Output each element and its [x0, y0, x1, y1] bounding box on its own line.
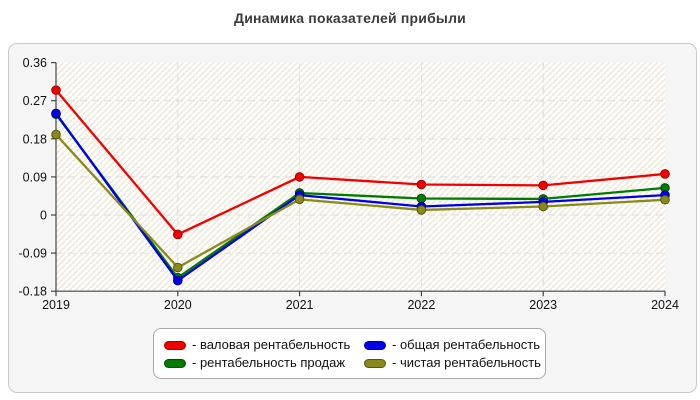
data-point	[660, 169, 670, 179]
data-point	[51, 108, 61, 119]
legend-label: - валовая рентабельность	[192, 337, 351, 352]
data-point	[173, 229, 183, 240]
y-tick-label: 0.18	[23, 132, 47, 146]
x-tick-label: 2020	[164, 298, 192, 312]
data-point	[416, 205, 427, 215]
x-tick-label: 2022	[407, 298, 435, 312]
data-point	[51, 129, 61, 140]
data-point	[416, 193, 427, 204]
x-tick-label: 2019	[42, 298, 70, 312]
data-point	[660, 194, 670, 205]
y-tick-label: -0.18	[19, 285, 48, 299]
data-point	[538, 201, 549, 212]
data-point	[294, 172, 305, 182]
data-point	[51, 85, 61, 95]
y-tick-label: 0	[40, 209, 47, 223]
legend-marker	[364, 358, 386, 368]
legend-item-3: - рентабельность продаж	[164, 355, 356, 371]
legend-marker	[164, 340, 186, 350]
x-tick-label: 2023	[529, 298, 557, 312]
legend-marker	[164, 358, 186, 368]
legend-item-1: - валовая рентабельность	[164, 337, 356, 353]
series-line-рентабельность-продаж	[55, 113, 666, 279]
data-point	[173, 275, 183, 286]
y-tick-label: 0.09	[23, 170, 47, 184]
chart-title: Динамика показателей прибыли	[234, 10, 466, 26]
x-tick-label: 2024	[651, 298, 679, 312]
series-line-чистая-рентабельность	[55, 133, 666, 269]
series-line-валовая-рентабельность	[55, 89, 666, 236]
legend-label: - рентабельность продаж	[192, 355, 346, 370]
y-tick-label: -0.09	[19, 247, 48, 261]
data-point	[294, 194, 305, 205]
legend-item-4: - чистая рентабельность	[364, 355, 541, 371]
data-point	[538, 180, 549, 191]
legend-label: - общая рентабельность	[392, 337, 540, 352]
y-tick-label: 0.36	[23, 56, 47, 70]
legend-label: - чистая рентабельность	[392, 355, 541, 370]
y-tick-label: 0.27	[23, 94, 47, 108]
data-point	[173, 262, 183, 273]
data-point	[416, 179, 427, 190]
chart-legend: - валовая рентабельность - общая рентабел…	[153, 328, 546, 379]
series-line-общая-рентабельность	[55, 112, 666, 282]
x-tick-label: 2021	[286, 298, 314, 312]
legend-item-2: - общая рентабельность	[364, 337, 541, 353]
legend-marker	[364, 340, 386, 350]
